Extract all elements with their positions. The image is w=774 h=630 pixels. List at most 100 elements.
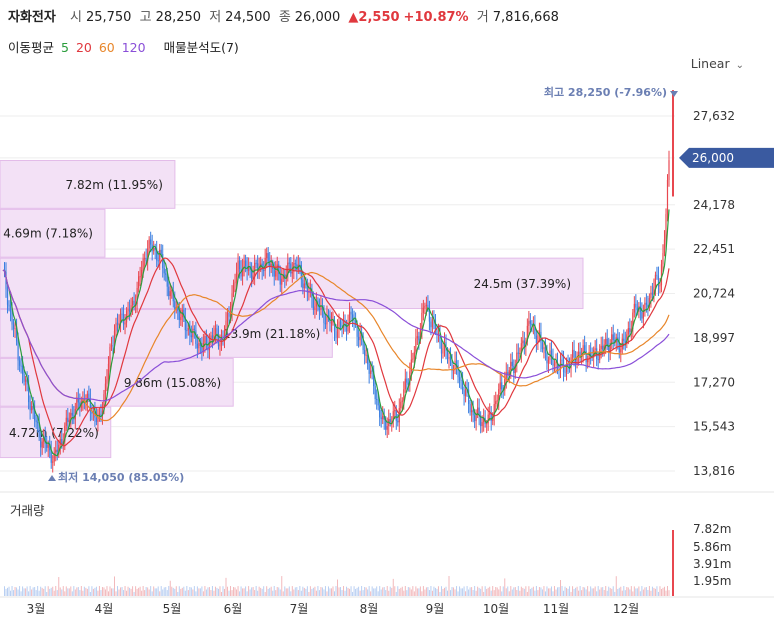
volume-bar xyxy=(148,589,150,596)
volume-bar xyxy=(668,590,670,596)
candle-body xyxy=(77,397,79,403)
volume-bar xyxy=(166,590,168,596)
candle-body xyxy=(556,362,559,370)
candle-body xyxy=(53,452,55,462)
candle-body xyxy=(18,360,21,366)
volume-bar xyxy=(578,590,580,596)
candle-body xyxy=(339,321,342,327)
candle-body xyxy=(642,310,644,319)
candle-body xyxy=(327,315,330,317)
volume-profile-bar xyxy=(0,160,176,209)
volume-bar xyxy=(410,589,412,596)
volume-profile-label: 4.69m (7.18%) xyxy=(3,227,93,241)
volume-bar xyxy=(272,590,274,596)
volume-bar xyxy=(266,586,268,596)
volume-bar xyxy=(525,586,527,596)
candle-body xyxy=(157,260,159,262)
volume-bar xyxy=(282,591,284,596)
volume-bar xyxy=(117,586,119,596)
candle-body xyxy=(180,317,182,321)
volume-bar xyxy=(300,590,302,596)
volume-bar xyxy=(196,586,198,596)
volume-bar xyxy=(648,586,650,596)
volume-bar xyxy=(666,586,668,596)
candle-body xyxy=(154,248,156,250)
candle-body xyxy=(531,323,533,325)
volume-bar xyxy=(317,586,319,596)
volume-bar xyxy=(367,589,369,596)
candle-body xyxy=(516,352,518,365)
volume-bars xyxy=(4,576,670,596)
volume-bar xyxy=(560,580,562,596)
volume-bar xyxy=(356,587,358,596)
ma-20[interactable]: 20 xyxy=(75,40,92,55)
volume-bar xyxy=(216,587,218,596)
volume-bar xyxy=(627,587,629,596)
volume-bar xyxy=(291,586,293,596)
volume-bar xyxy=(418,588,420,596)
volume-bar xyxy=(132,586,134,596)
candle-body xyxy=(603,344,605,350)
scale-selector[interactable]: Linear ⌄ xyxy=(691,56,744,71)
volume-bar xyxy=(651,586,653,596)
volume-bar xyxy=(508,591,510,596)
month-tick: 11월 xyxy=(543,602,569,616)
candle-body xyxy=(291,271,293,274)
volume-bar xyxy=(279,589,281,596)
volume-bar xyxy=(608,586,610,596)
candle-body xyxy=(163,268,165,274)
volume-bar xyxy=(5,588,7,596)
volume-bar xyxy=(370,591,372,596)
volume-bar xyxy=(552,591,554,596)
volume-bar xyxy=(88,586,90,596)
ma-60[interactable]: 60 xyxy=(98,40,115,55)
volume-profile-bar xyxy=(0,257,584,310)
volume-bar xyxy=(422,586,424,596)
candle-body xyxy=(112,345,114,347)
candle-body xyxy=(487,414,489,424)
volume-bar xyxy=(549,588,551,596)
candle-body xyxy=(296,264,298,271)
volume-bar xyxy=(599,589,601,596)
volume-bar xyxy=(433,586,435,596)
open-label: 시 xyxy=(69,10,82,25)
candle-body xyxy=(579,351,581,357)
candle-body xyxy=(34,409,36,421)
volume-bar xyxy=(65,586,67,596)
volume-bar xyxy=(635,588,637,596)
volume-bar xyxy=(638,586,640,596)
candle-body xyxy=(377,399,379,406)
ma-120[interactable]: 120 xyxy=(121,40,146,55)
volume-bar xyxy=(296,587,298,596)
candle-body xyxy=(38,423,40,438)
candle-body xyxy=(413,351,415,359)
candle-body xyxy=(382,415,384,420)
candle-body xyxy=(359,332,361,341)
volume-bar xyxy=(567,588,569,596)
candle-body xyxy=(474,415,476,422)
candle-body xyxy=(205,335,208,345)
volume-bar xyxy=(383,587,385,596)
candle-body xyxy=(281,278,283,285)
ma-5[interactable]: 5 xyxy=(61,40,69,55)
volume-bar xyxy=(92,588,94,596)
volume-bar xyxy=(596,591,598,596)
volume-profile-toggle[interactable]: 매물분석도(7) xyxy=(163,40,239,55)
candle-body xyxy=(448,356,450,359)
volume-bar xyxy=(600,587,602,596)
volume-bar xyxy=(258,586,260,596)
candle-body xyxy=(235,272,238,282)
volume-bar xyxy=(543,586,545,596)
volume-bar xyxy=(442,588,444,596)
volume-bar xyxy=(373,588,375,596)
moving-average-legend[interactable]: 이동평균 5 20 60 120 매물분석도(7) xyxy=(8,37,242,56)
volume-bar xyxy=(77,587,79,596)
volume-bar xyxy=(537,590,539,596)
candle-body xyxy=(336,328,339,338)
volume-bar xyxy=(109,586,111,596)
candle-body xyxy=(511,361,513,367)
candle-body xyxy=(58,444,60,453)
change-pct: +10.87% xyxy=(403,10,469,25)
volume-bar xyxy=(223,588,225,596)
